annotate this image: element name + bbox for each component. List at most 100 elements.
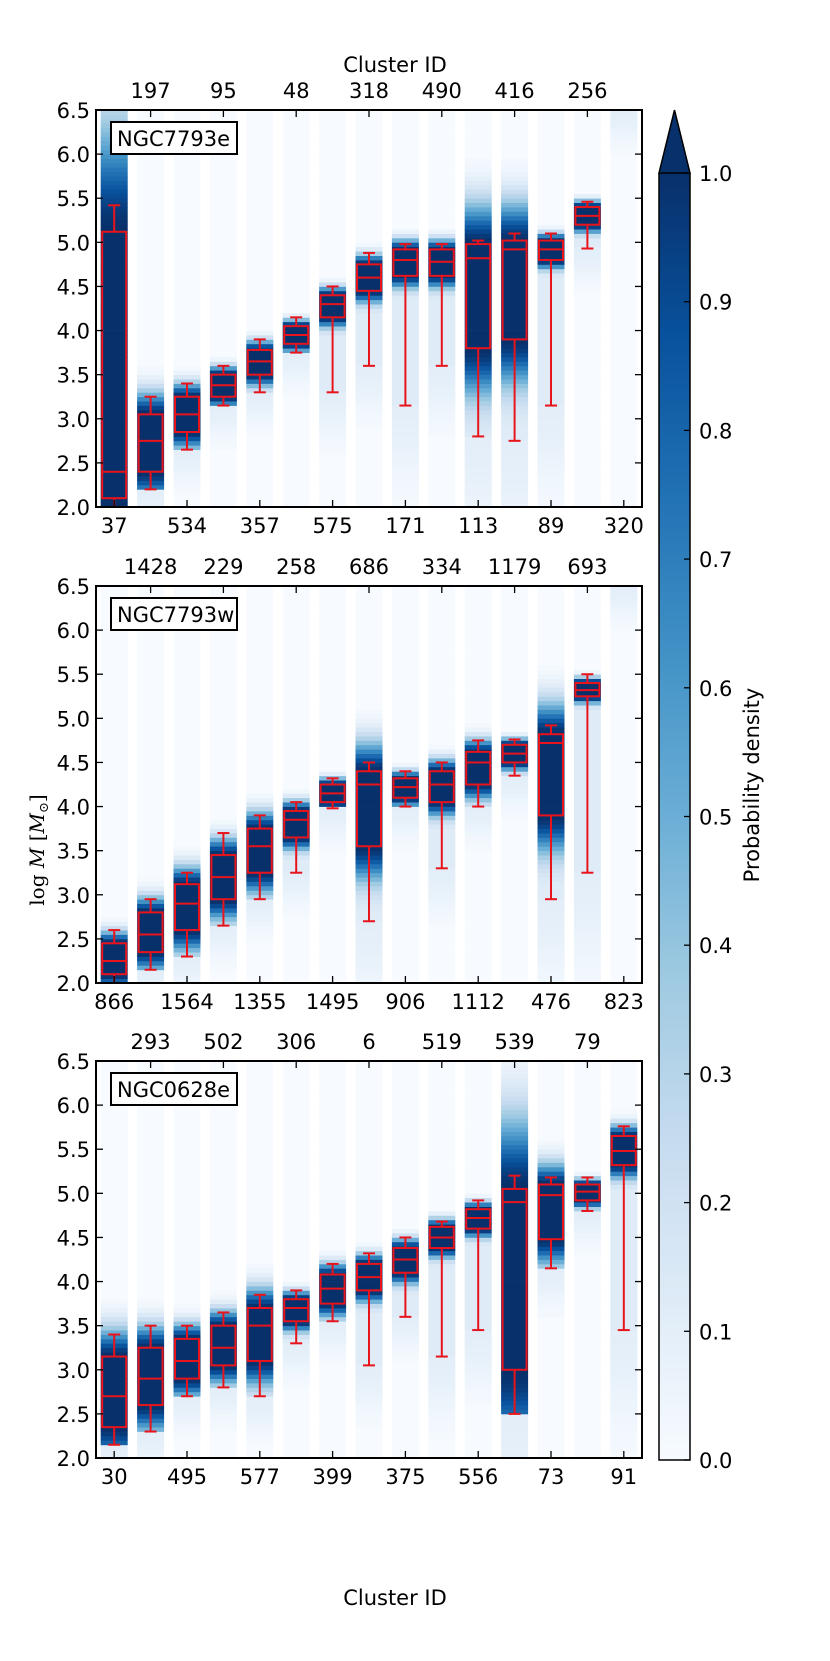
density-band	[173, 229, 201, 234]
density-band	[173, 1105, 201, 1110]
density-band	[100, 193, 128, 199]
density-band	[428, 229, 456, 234]
density-column	[610, 110, 638, 508]
density-band	[355, 669, 383, 675]
density-band	[209, 405, 237, 411]
density-band	[355, 921, 383, 926]
density-band	[282, 722, 310, 728]
density-band	[100, 1180, 128, 1185]
density-band	[501, 638, 529, 644]
density-band	[501, 312, 529, 318]
density-band	[100, 410, 128, 415]
density-band	[137, 1140, 165, 1146]
density-band	[173, 1294, 201, 1300]
density-band	[100, 872, 128, 878]
density-band	[391, 736, 419, 741]
box-iqr	[501, 239, 528, 341]
density-band	[209, 872, 237, 878]
density-band	[355, 480, 383, 486]
box-3	[210, 364, 237, 407]
density-band	[573, 1444, 601, 1450]
density-band	[537, 599, 565, 604]
density-band	[246, 255, 274, 261]
density-band	[355, 1241, 383, 1247]
density-band	[537, 656, 565, 662]
density-band	[610, 943, 638, 949]
density-band	[173, 1316, 201, 1322]
density-band	[610, 638, 638, 644]
density-band	[246, 418, 274, 424]
density-band	[209, 749, 237, 754]
density-band	[100, 1197, 128, 1203]
density-band	[537, 185, 565, 190]
density-band	[246, 149, 274, 155]
density-band	[428, 1184, 456, 1190]
density-band	[100, 317, 128, 323]
density-band	[428, 868, 456, 874]
density-band	[464, 1140, 492, 1146]
density-band	[464, 925, 492, 931]
density-band	[319, 1144, 347, 1150]
density-band	[501, 1166, 529, 1172]
density-band	[464, 727, 492, 732]
density-band	[464, 877, 492, 882]
density-band	[100, 1136, 128, 1141]
density-band	[173, 1444, 201, 1450]
density-band	[137, 863, 165, 869]
density-band	[137, 855, 165, 860]
density-band	[610, 211, 638, 217]
density-band	[464, 758, 492, 763]
panel-name-box	[110, 597, 238, 631]
density-band	[501, 1444, 529, 1450]
density-band	[173, 189, 201, 195]
density-band	[501, 908, 529, 913]
density-band	[501, 960, 529, 966]
density-band	[537, 1091, 565, 1097]
density-band	[282, 418, 310, 424]
density-band	[282, 1109, 310, 1115]
density-band	[319, 1413, 347, 1419]
density-band	[464, 722, 492, 728]
density-band	[573, 625, 601, 631]
density-band	[537, 1197, 565, 1203]
density-band	[282, 828, 310, 834]
density-band	[428, 1144, 456, 1150]
density-band	[428, 268, 456, 274]
density-band	[100, 290, 128, 296]
density-band	[137, 264, 165, 270]
density-band	[173, 1127, 201, 1132]
density-column	[319, 1061, 347, 1459]
density-band	[246, 1427, 274, 1432]
density-band	[501, 1449, 529, 1454]
density-band	[391, 118, 419, 124]
density-band	[501, 868, 529, 874]
density-band	[319, 145, 347, 151]
density-band	[610, 828, 638, 834]
density-band	[501, 1140, 529, 1146]
density-band	[610, 722, 638, 728]
density-band	[282, 1233, 310, 1238]
density-band	[319, 1069, 347, 1075]
density-band	[573, 449, 601, 455]
density-band	[610, 458, 638, 464]
density-band	[573, 1299, 601, 1304]
density-band	[246, 638, 274, 644]
density-band	[173, 215, 201, 221]
density-band	[355, 189, 383, 195]
density-band	[209, 1281, 237, 1287]
density-band	[209, 432, 237, 437]
density-band	[209, 242, 237, 248]
density-band	[137, 1435, 165, 1441]
density-band	[391, 859, 419, 865]
density-band	[100, 700, 128, 706]
density-band	[282, 357, 310, 362]
density-band	[100, 251, 128, 256]
top-xlabel: Cluster ID	[343, 53, 447, 77]
density-band	[391, 132, 419, 137]
density-band	[537, 162, 565, 168]
density-band	[573, 123, 601, 128]
density-band	[209, 656, 237, 662]
density-column	[209, 110, 237, 508]
density-band	[246, 432, 274, 437]
density-band	[282, 665, 310, 671]
